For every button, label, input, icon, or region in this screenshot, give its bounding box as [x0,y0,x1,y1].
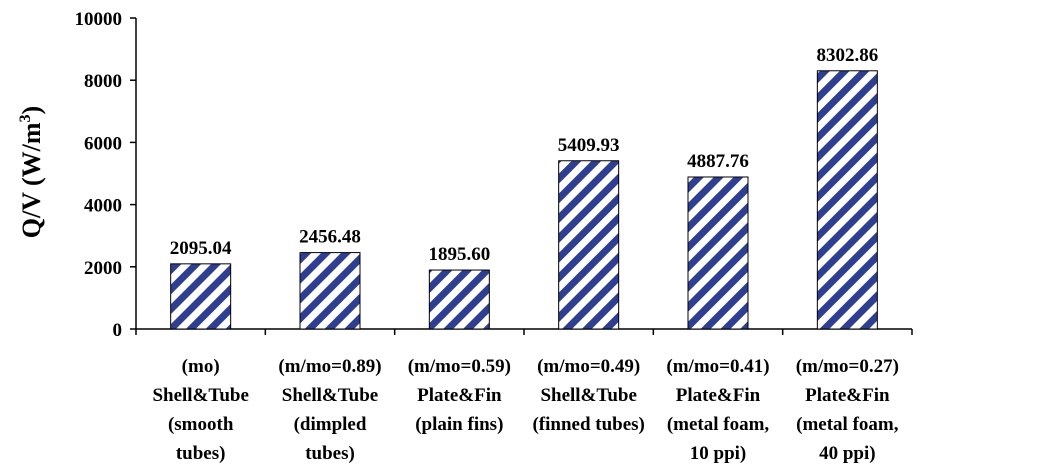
y-tick-label-4000: 4000 [84,196,122,217]
category-label-2-line-2: Shell&Tube [282,385,378,406]
data-label-6: 8302.86 [816,45,878,66]
plot-area: 0 2000 4000 6000 8000 10000 2095.04 (mo) Shell&T… [75,9,913,464]
bar-2 [299,252,361,330]
bar-6 [816,70,878,330]
bar-1 [170,263,232,330]
y-axis-title-suffix: ) [17,106,46,115]
category-label-1-line-3: (smooth [168,414,234,435]
data-label-5: 4887.76 [687,151,749,172]
category-label-4-line-3: (finned tubes) [532,414,644,435]
data-label-4: 5409.93 [558,135,620,156]
bar-3 [428,269,490,330]
y-tick-label-10000: 10000 [75,9,123,30]
y-axis-title: Q/V (W/m3) [17,106,46,238]
category-label-6-line-2: Plate&Fin [805,385,890,406]
category-label-1-line-4: tubes) [176,443,226,464]
y-axis-title-superscript: 3 [17,114,34,122]
y-axis-title-text: Q/V (W/m [17,122,46,238]
y-tick-label-8000: 8000 [84,71,122,92]
y-tick-label-0: 0 [113,320,123,341]
data-label-2: 2456.48 [299,227,361,248]
category-label-3-line-1: (m/mo=0.59) [408,356,511,377]
category-label-2-line-1: (m/mo=0.89) [278,356,381,377]
category-label-2-line-3: (dimpled [294,414,367,435]
category-label-6-line-4: 40 ppi) [819,443,876,464]
category-label-3-line-2: Plate&Fin [417,385,502,406]
category-label-4-line-2: Shell&Tube [540,385,636,406]
category-label-1-line-2: Shell&Tube [152,385,248,406]
category-label-5-line-3: (metal foam, [667,414,770,435]
category-label-2-line-4: tubes) [305,443,355,464]
category-label-6-line-1: (m/mo=0.27) [796,356,899,377]
data-label-1: 2095.04 [170,238,232,259]
svg-text:Q/V (W/m3): Q/V (W/m3) [17,106,46,238]
y-tick-label-2000: 2000 [84,258,122,279]
category-label-5-line-1: (m/mo=0.41) [666,356,769,377]
category-label-3-line-3: (plain fins) [415,414,503,435]
category-label-5-line-4: 10 ppi) [690,443,747,464]
y-tick-label-6000: 6000 [84,133,122,154]
data-label-3: 1895.60 [428,244,490,265]
bar-4 [558,160,620,330]
category-label-6-line-3: (metal foam, [796,414,899,435]
category-label-5-line-2: Plate&Fin [676,385,761,406]
category-label-1-line-1: (mo) [182,356,220,377]
category-label-4-line-1: (m/mo=0.49) [537,356,640,377]
bar-5 [687,176,749,330]
